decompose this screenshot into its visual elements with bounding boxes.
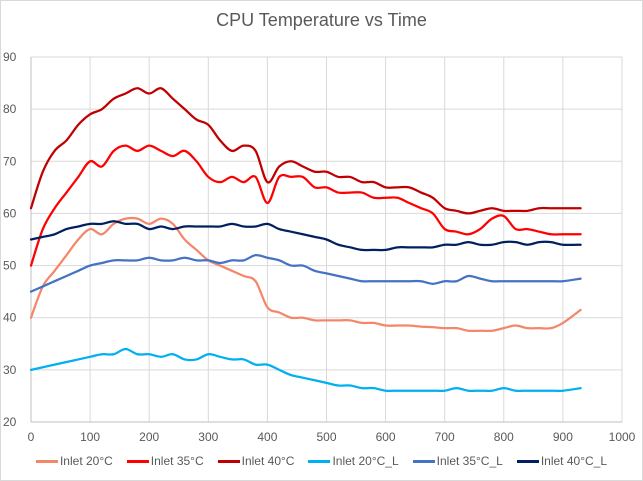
x-tick-label: 1000 — [609, 430, 636, 444]
y-tick-label: 60 — [3, 206, 17, 220]
legend-swatch — [35, 459, 58, 463]
series-line-5 — [29, 253, 582, 293]
legend-label: Inlet 20°C_L — [332, 454, 399, 468]
y-tick-label: 50 — [3, 259, 17, 273]
legend-swatch — [412, 459, 435, 463]
legend-item: Inlet 20°C_L — [308, 454, 399, 468]
x-tick-label: 500 — [316, 430, 336, 444]
series-line-1 — [29, 216, 582, 333]
x-tick-label: 800 — [494, 430, 514, 444]
legend-swatch — [217, 459, 240, 463]
x-tick-label: 0 — [28, 430, 35, 444]
legend: Inlet 20°C Inlet 35°C Inlet 40°C Inlet 20°C… — [0, 454, 643, 468]
legend-item: Inlet 35°C_L — [412, 454, 503, 468]
series-lines — [29, 87, 582, 393]
y-tick-label: 90 — [3, 50, 17, 64]
legend-label: Inlet 35°C — [150, 454, 204, 468]
legend-item: Inlet 35°C — [126, 454, 204, 468]
x-tick-label: 100 — [80, 430, 100, 444]
x-axis-ticks: 0 100 200 300 400 500 600 700 800 900 1000 — [28, 430, 636, 444]
y-axis-ticks: 20 30 40 50 60 70 80 90 — [3, 50, 17, 429]
y-tick-label: 80 — [3, 102, 17, 116]
x-tick-label: 900 — [553, 430, 573, 444]
legend-label: Inlet 40°C — [241, 454, 295, 468]
series-line-3 — [29, 87, 582, 215]
legend-label: Inlet 35°C_L — [436, 454, 503, 468]
gridlines — [30, 56, 623, 423]
y-tick-label: 20 — [3, 415, 17, 429]
x-tick-label: 600 — [376, 430, 396, 444]
series-line-6 — [29, 220, 582, 252]
x-tick-label: 200 — [139, 430, 159, 444]
legend-label: Inlet 20°C — [59, 454, 113, 468]
chart-title: CPU Temperature vs Time — [216, 10, 427, 30]
legend-swatch — [516, 459, 539, 463]
x-tick-label: 300 — [198, 430, 218, 444]
x-tick-label: 400 — [257, 430, 277, 444]
legend-item: Inlet 40°C — [217, 454, 295, 468]
y-tick-label: 40 — [3, 311, 17, 325]
y-tick-label: 30 — [3, 363, 17, 377]
x-tick-label: 700 — [435, 430, 455, 444]
y-tick-label: 70 — [3, 154, 17, 168]
legend-item: Inlet 20°C — [35, 454, 113, 468]
series-line-4 — [29, 347, 582, 393]
series-line-2 — [29, 144, 582, 267]
legend-swatch — [126, 459, 149, 463]
legend-item: Inlet 40°C_L — [516, 454, 608, 468]
legend-swatch — [308, 459, 331, 463]
legend-label: Inlet 40°C_L — [540, 454, 608, 468]
